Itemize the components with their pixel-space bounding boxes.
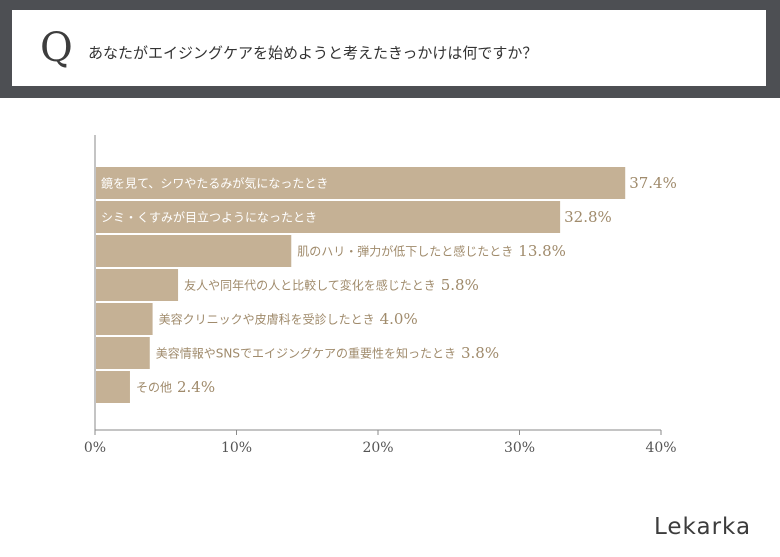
category-label: 美容クリニックや皮膚科を受診したとき: [159, 312, 375, 327]
value-label: 37.4%: [629, 174, 677, 192]
bar: [96, 269, 179, 301]
bar: [96, 337, 150, 369]
x-tick-label: 30%: [504, 440, 535, 456]
brand-logo: Lekarka: [654, 514, 752, 540]
value-label: 4.0%: [380, 310, 418, 328]
value-label: 2.4%: [177, 378, 215, 396]
value-label: 32.8%: [564, 208, 612, 226]
x-tick-label: 10%: [221, 440, 252, 456]
question-text: あなたがエイジングケアを始めようと考えたきっかけは何ですか？: [88, 44, 538, 62]
value-label: 13.8%: [518, 242, 566, 260]
bar: [96, 303, 153, 335]
x-tick-label: 0%: [84, 440, 106, 456]
value-label: 5.8%: [441, 276, 479, 294]
category-label: 肌のハリ・弾力が低下したと感じたとき: [297, 244, 513, 259]
category-label: 鏡を見て、シワやたるみが気になったとき: [101, 176, 328, 191]
q-mark: Q: [40, 25, 73, 71]
category-label: その他: [136, 381, 172, 395]
question-header: Q あなたがエイジングケアを始めようと考えたきっかけは何ですか？: [12, 10, 766, 86]
category-label: シミ・くすみが目立つようになったとき: [101, 210, 317, 225]
bar: [96, 371, 130, 403]
x-tick-label: 40%: [645, 440, 676, 456]
bar: [96, 201, 561, 233]
category-label: 友人や同年代の人と比較して変化を感じたとき: [184, 278, 436, 293]
value-label: 3.8%: [461, 344, 499, 362]
bar: [96, 235, 292, 267]
category-label: 美容情報やSNSでエイジングケアの重要性を知ったとき: [156, 346, 456, 361]
bar: [96, 167, 626, 199]
x-tick-label: 20%: [362, 440, 393, 456]
